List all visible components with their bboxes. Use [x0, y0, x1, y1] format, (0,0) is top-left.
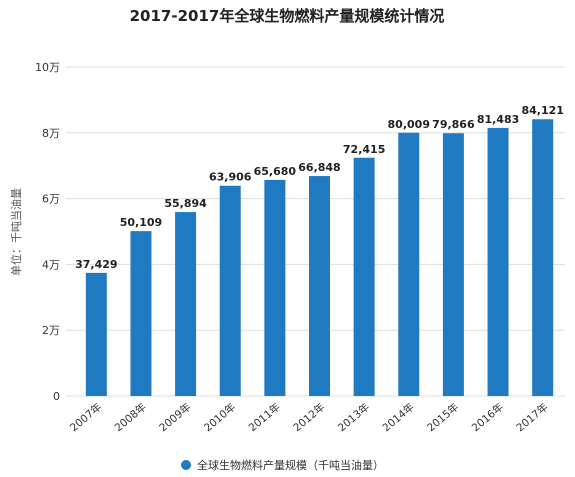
- bar: [487, 127, 509, 396]
- x-tick-label: 2015年: [424, 400, 461, 434]
- y-tick-label: 8万: [42, 127, 60, 140]
- bar: [532, 119, 554, 396]
- x-tick-label: 2009年: [157, 400, 194, 434]
- data-label: 80,009: [388, 118, 430, 131]
- bar: [442, 133, 464, 397]
- x-tick-label: 2011年: [246, 400, 283, 434]
- y-tick-label: 0: [53, 390, 60, 403]
- bar: [130, 231, 152, 396]
- legend-label: 全球生物燃料产量规模（千吨当油量）: [197, 458, 384, 472]
- data-label: 55,894: [164, 197, 207, 210]
- y-tick-label: 4万: [42, 258, 60, 271]
- bar: [175, 212, 197, 396]
- bar: [219, 185, 241, 396]
- x-tick-label: 2017年: [514, 400, 551, 434]
- y-tick-label: 10万: [35, 61, 60, 74]
- data-label: 79,866: [432, 118, 475, 131]
- y-axis-label: 单位：千吨当油量: [9, 188, 23, 276]
- data-label: 50,109: [120, 216, 162, 229]
- x-tick-label: 2014年: [380, 400, 417, 434]
- chart-title: 2017-2017年全球生物燃料产量规模统计情况: [130, 7, 445, 25]
- bars: [85, 119, 554, 397]
- y-tick-label: 2万: [42, 324, 60, 337]
- x-tick-label: 2008年: [112, 400, 149, 434]
- data-label: 63,906: [209, 171, 252, 184]
- data-label: 65,680: [254, 165, 297, 178]
- data-label: 72,415: [343, 143, 385, 156]
- data-label: 66,848: [298, 161, 340, 174]
- x-tick-label: 2010年: [201, 400, 238, 434]
- bar: [309, 176, 330, 396]
- bar: [85, 272, 107, 396]
- bar: [398, 132, 420, 396]
- legend-marker: [181, 460, 191, 470]
- y-axis-ticks: 0 2万 4万 6万 8万 10万: [35, 61, 60, 403]
- bar: [264, 179, 286, 396]
- legend: 全球生物燃料产量规模（千吨当油量）: [181, 458, 384, 472]
- x-tick-label: 2016年: [469, 400, 506, 434]
- data-label: 81,483: [477, 113, 519, 126]
- x-tick-label: 2013年: [335, 400, 372, 434]
- data-label: 37,429: [75, 258, 117, 271]
- x-tick-label: 2007年: [67, 400, 104, 434]
- x-tick-label: 2012年: [291, 400, 328, 434]
- x-axis-ticks: 2007年 2008年 2009年 2010年 2011年 2012年 2013年 2014年…: [67, 400, 550, 434]
- data-label: 84,121: [521, 104, 563, 117]
- y-tick-label: 6万: [42, 193, 60, 206]
- bar: [353, 157, 375, 396]
